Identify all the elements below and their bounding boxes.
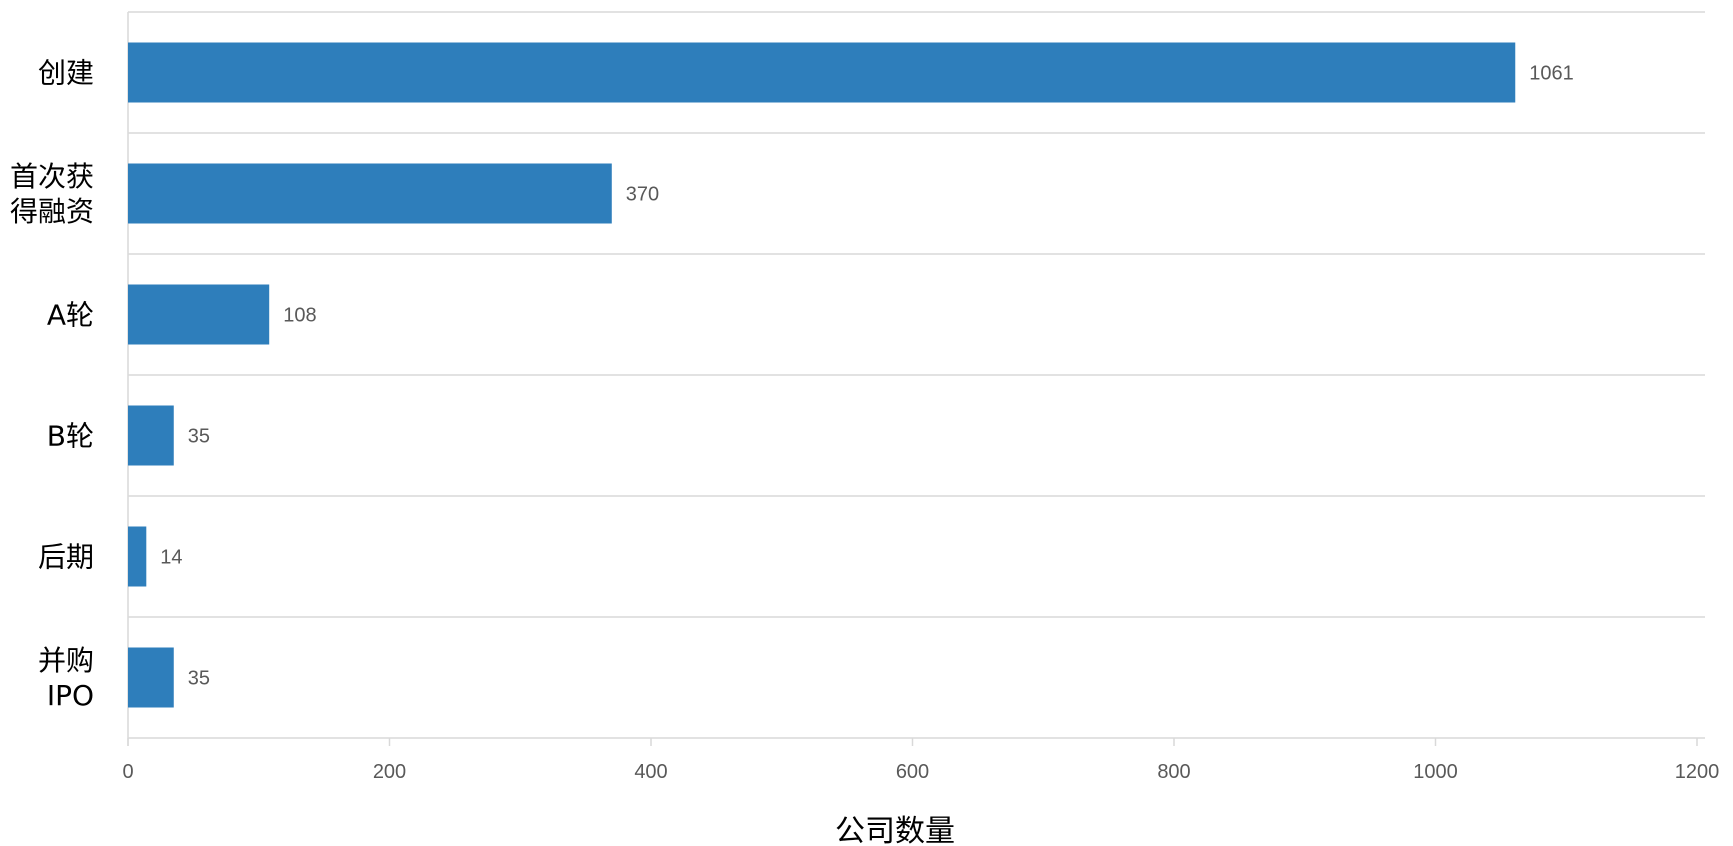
bar: [128, 284, 270, 345]
category-label: A轮: [47, 299, 94, 332]
data-label: 108: [283, 305, 316, 327]
category-label: B轮: [47, 420, 94, 453]
bar: [128, 163, 612, 224]
x-axis: 0 200 400 600 800 1000 1200: [122, 12, 1719, 783]
x-tick-label: 400: [634, 761, 667, 783]
bar: [128, 405, 174, 466]
x-tick-label: 800: [1157, 761, 1190, 783]
bar: [128, 647, 174, 708]
x-tick-label: 1000: [1413, 761, 1458, 783]
data-label: 1061: [1529, 63, 1574, 85]
bar: [128, 42, 1516, 103]
data-labels: 1061 370 108 35 14 35: [160, 63, 1573, 690]
data-label: 14: [160, 547, 182, 569]
data-label: 35: [188, 426, 210, 448]
gridlines: [128, 11, 1705, 739]
x-tick-label: 200: [373, 761, 406, 783]
x-tick-label: 600: [896, 761, 929, 783]
category-label: 首次获得融资: [10, 160, 94, 228]
bars: [128, 42, 1516, 708]
x-axis-title: 公司数量: [835, 814, 955, 846]
data-label: 370: [626, 184, 659, 206]
category-label: 并购 IPO: [38, 644, 94, 712]
x-tick-label: 0: [122, 761, 133, 783]
data-label: 35: [188, 668, 210, 690]
bar: [128, 526, 147, 587]
x-tick-label: 1200: [1675, 761, 1720, 783]
category-label: 后期: [38, 541, 94, 574]
category-label: 创建: [38, 57, 94, 90]
